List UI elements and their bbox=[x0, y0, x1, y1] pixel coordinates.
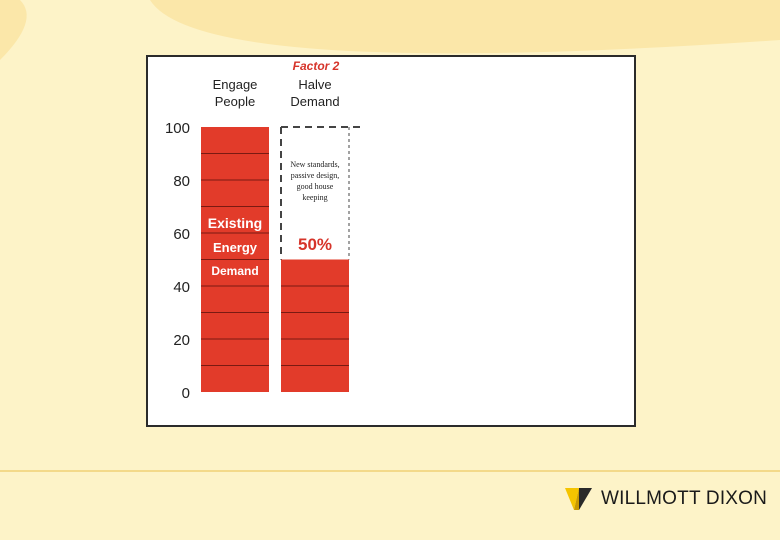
footer-divider bbox=[0, 470, 780, 472]
y-tick-label: 40 bbox=[173, 279, 190, 296]
factor-label: Factor 2 bbox=[293, 59, 340, 73]
bar-label: Existing bbox=[208, 215, 262, 231]
energy-demand-chart: 0 20 40 60 80 100 Factor 2 Engage People Halve Dem… bbox=[165, 59, 361, 402]
logo-text: WILLMOTT DIXON bbox=[601, 488, 768, 509]
reduction-note: passive design, bbox=[291, 171, 339, 180]
reduction-note: keeping bbox=[302, 193, 327, 202]
column-header: Engage bbox=[213, 77, 258, 92]
reduction-note: New standards, bbox=[290, 160, 339, 169]
chart-frame: 0 20 40 60 80 100 Factor 2 Engage People Halve Dem… bbox=[146, 55, 636, 427]
bar-label: Energy bbox=[213, 240, 258, 255]
reduction-value: 50% bbox=[298, 235, 332, 254]
willmott-dixon-logo-icon bbox=[565, 488, 592, 510]
column-header: People bbox=[215, 94, 255, 109]
bar-label: Demand bbox=[211, 264, 258, 278]
y-tick-label: 0 bbox=[182, 385, 190, 402]
y-tick-label: 100 bbox=[165, 120, 190, 137]
y-tick-label: 20 bbox=[173, 332, 190, 349]
y-tick-label: 60 bbox=[173, 226, 190, 243]
reduction-note: good house bbox=[297, 182, 334, 191]
column-header: Demand bbox=[290, 94, 339, 109]
column-header: Halve bbox=[298, 77, 331, 92]
y-tick-label: 80 bbox=[173, 173, 190, 190]
willmott-dixon-logo: WILLMOTT DIXON bbox=[565, 486, 767, 512]
bar bbox=[281, 259, 349, 392]
